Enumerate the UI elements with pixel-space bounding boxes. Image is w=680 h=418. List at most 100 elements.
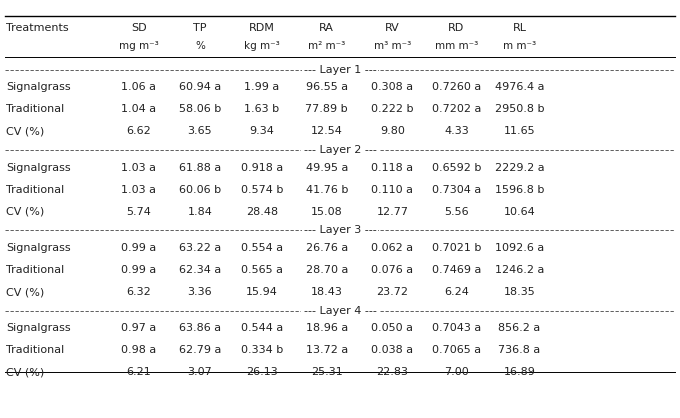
Text: m³ m⁻³: m³ m⁻³: [374, 41, 411, 51]
Text: 4.33: 4.33: [444, 127, 469, 136]
Text: RD: RD: [448, 23, 464, 33]
Text: 60.06 b: 60.06 b: [179, 185, 221, 195]
Text: RA: RA: [320, 23, 335, 33]
Text: Signalgrass: Signalgrass: [6, 82, 71, 92]
Text: %: %: [195, 41, 205, 51]
Text: 18.43: 18.43: [311, 287, 343, 297]
Text: 41.76 b: 41.76 b: [305, 185, 348, 195]
Text: 10.64: 10.64: [504, 207, 535, 217]
Text: RL: RL: [513, 23, 526, 33]
Text: 5.74: 5.74: [126, 207, 152, 217]
Text: 28.48: 28.48: [245, 207, 278, 217]
Text: 0.038 a: 0.038 a: [371, 345, 413, 355]
Text: 0.118 a: 0.118 a: [371, 163, 413, 173]
Text: SD: SD: [131, 23, 147, 33]
Text: 0.99 a: 0.99 a: [121, 243, 156, 253]
Text: 77.89 b: 77.89 b: [305, 104, 348, 115]
Text: 28.70 a: 28.70 a: [305, 265, 348, 275]
Text: --- Layer 3 ---: --- Layer 3 ---: [304, 225, 376, 235]
Text: 16.89: 16.89: [503, 367, 535, 377]
Text: 60.94 a: 60.94 a: [179, 82, 221, 92]
Text: CV (%): CV (%): [6, 287, 44, 297]
Text: 1246.2 a: 1246.2 a: [495, 265, 544, 275]
Text: 63.86 a: 63.86 a: [179, 324, 221, 334]
Text: 6.24: 6.24: [444, 287, 469, 297]
Text: mm m⁻³: mm m⁻³: [435, 41, 478, 51]
Text: 0.7065 a: 0.7065 a: [432, 345, 481, 355]
Text: Signalgrass: Signalgrass: [6, 324, 71, 334]
Text: Traditional: Traditional: [6, 104, 65, 115]
Text: 58.06 b: 58.06 b: [179, 104, 221, 115]
Text: --- Layer 1 ---: --- Layer 1 ---: [304, 65, 376, 75]
Text: 1092.6 a: 1092.6 a: [495, 243, 544, 253]
Text: 12.54: 12.54: [311, 127, 343, 136]
Text: 23.72: 23.72: [377, 287, 409, 297]
Text: 62.34 a: 62.34 a: [179, 265, 221, 275]
Text: Signalgrass: Signalgrass: [6, 243, 71, 253]
Text: 0.574 b: 0.574 b: [241, 185, 283, 195]
Text: 6.32: 6.32: [126, 287, 151, 297]
Text: RDM: RDM: [249, 23, 275, 33]
Text: 9.34: 9.34: [250, 127, 274, 136]
Text: 1.63 b: 1.63 b: [244, 104, 279, 115]
Text: 13.72 a: 13.72 a: [306, 345, 348, 355]
Text: CV (%): CV (%): [6, 207, 44, 217]
Text: 26.13: 26.13: [246, 367, 277, 377]
Text: mg m⁻³: mg m⁻³: [119, 41, 158, 51]
Text: 0.565 a: 0.565 a: [241, 265, 283, 275]
Text: 0.222 b: 0.222 b: [371, 104, 413, 115]
Text: 0.7043 a: 0.7043 a: [432, 324, 481, 334]
Text: 26.76 a: 26.76 a: [306, 243, 348, 253]
Text: 96.55 a: 96.55 a: [306, 82, 348, 92]
Text: m m⁻³: m m⁻³: [503, 41, 536, 51]
Text: 2950.8 b: 2950.8 b: [495, 104, 544, 115]
Text: 736.8 a: 736.8 a: [498, 345, 541, 355]
Text: 0.7260 a: 0.7260 a: [432, 82, 481, 92]
Text: --- Layer 2 ---: --- Layer 2 ---: [303, 145, 377, 155]
Text: 1596.8 b: 1596.8 b: [495, 185, 544, 195]
Text: --- Layer 4 ---: --- Layer 4 ---: [303, 306, 377, 316]
Text: 0.050 a: 0.050 a: [371, 324, 413, 334]
Text: 3.07: 3.07: [188, 367, 212, 377]
Text: kg m⁻³: kg m⁻³: [244, 41, 279, 51]
Text: 25.31: 25.31: [311, 367, 343, 377]
Text: 0.7202 a: 0.7202 a: [432, 104, 481, 115]
Text: 9.80: 9.80: [380, 127, 405, 136]
Text: RV: RV: [385, 23, 400, 33]
Text: 0.7469 a: 0.7469 a: [432, 265, 481, 275]
Text: 5.56: 5.56: [444, 207, 469, 217]
Text: 62.79 a: 62.79 a: [179, 345, 221, 355]
Text: 6.21: 6.21: [126, 367, 151, 377]
Text: 0.544 a: 0.544 a: [241, 324, 283, 334]
Text: 1.99 a: 1.99 a: [244, 82, 279, 92]
Text: 22.83: 22.83: [377, 367, 409, 377]
Text: 1.03 a: 1.03 a: [121, 163, 156, 173]
Text: 3.65: 3.65: [188, 127, 212, 136]
Text: 0.98 a: 0.98 a: [121, 345, 156, 355]
Text: Signalgrass: Signalgrass: [6, 163, 71, 173]
Text: 11.65: 11.65: [504, 127, 535, 136]
Text: CV (%): CV (%): [6, 367, 44, 377]
Text: 15.08: 15.08: [311, 207, 343, 217]
Text: Traditional: Traditional: [6, 265, 65, 275]
Text: 0.97 a: 0.97 a: [121, 324, 156, 334]
Text: TP: TP: [193, 23, 207, 33]
Text: 0.110 a: 0.110 a: [371, 185, 413, 195]
Text: 0.076 a: 0.076 a: [371, 265, 413, 275]
Text: 0.554 a: 0.554 a: [241, 243, 283, 253]
Text: 63.22 a: 63.22 a: [179, 243, 221, 253]
Text: 0.308 a: 0.308 a: [371, 82, 413, 92]
Text: Treatments: Treatments: [6, 23, 69, 33]
Text: 0.7021 b: 0.7021 b: [432, 243, 481, 253]
Text: 49.95 a: 49.95 a: [305, 163, 348, 173]
Text: 2229.2 a: 2229.2 a: [494, 163, 544, 173]
Text: 1.84: 1.84: [188, 207, 212, 217]
Text: 4976.4 a: 4976.4 a: [495, 82, 544, 92]
Text: 0.334 b: 0.334 b: [241, 345, 283, 355]
Text: 18.35: 18.35: [504, 287, 535, 297]
Text: 0.918 a: 0.918 a: [241, 163, 283, 173]
Text: 1.04 a: 1.04 a: [121, 104, 156, 115]
Text: 7.00: 7.00: [444, 367, 469, 377]
Text: 0.062 a: 0.062 a: [371, 243, 413, 253]
Text: 1.03 a: 1.03 a: [121, 185, 156, 195]
